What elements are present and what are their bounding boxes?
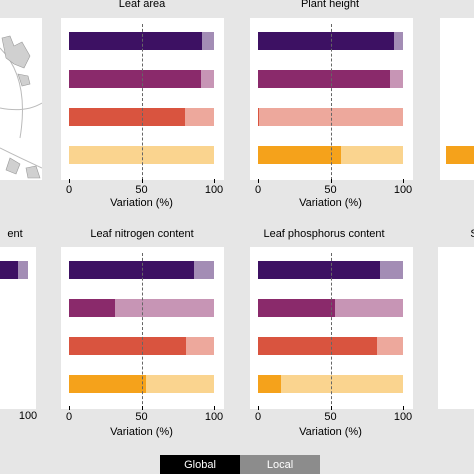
- bar-local-row1: [379, 261, 403, 279]
- bar-local-row4: [340, 146, 403, 164]
- reference-line-50: [330, 24, 332, 180]
- legend-global-label: Global: [184, 458, 216, 471]
- reference-line-50: [141, 24, 143, 180]
- bar-global-row1: [258, 261, 380, 279]
- tick-label: 100: [393, 411, 413, 423]
- tick-label: 50: [324, 184, 337, 196]
- tick-mark: [69, 406, 70, 410]
- tick-label: 100: [204, 184, 224, 196]
- bar-local-row2: [334, 299, 403, 317]
- chart-panel-partial-bottom-right: [438, 247, 474, 409]
- panel-title: Plant height: [300, 0, 360, 10]
- x-axis-label: Variation (%): [110, 197, 173, 209]
- bar-local-row1: [394, 32, 403, 50]
- tick-mark: [141, 406, 143, 410]
- bar-global-row4: [69, 375, 146, 393]
- x-axis-label: Variation (%): [299, 197, 362, 209]
- tick-mark: [258, 406, 259, 410]
- tick-label: 0: [254, 184, 262, 196]
- x-axis-label: Variation (%): [299, 426, 362, 438]
- panel-title: ent: [7, 228, 23, 240]
- bar-local-row2: [389, 70, 403, 88]
- bar-local-row2: [200, 70, 214, 88]
- x-axis-label: Variation (%): [110, 426, 173, 438]
- tick-label: 50: [324, 411, 337, 423]
- bar-global-row2: [69, 70, 201, 88]
- legend-local: Local: [240, 455, 320, 474]
- bar-global-row4: [258, 146, 341, 164]
- bar-global-row2: [258, 70, 390, 88]
- bar-global-row4: [258, 375, 282, 393]
- bar-global-row1: [69, 32, 203, 50]
- tick-label: 0: [65, 184, 73, 196]
- bar-local-row1: [202, 32, 214, 50]
- legend-local-label: Local: [266, 458, 294, 471]
- bar-local-row1: [17, 261, 28, 279]
- bar-local-row3: [185, 108, 214, 126]
- tick-mark: [330, 406, 332, 410]
- tick-label: 100: [18, 410, 38, 422]
- tick-label: 0: [65, 411, 73, 423]
- bar-global-row1: [69, 261, 194, 279]
- panel-title: Leaf phosphorus content: [263, 228, 385, 240]
- bar-global-row3: [258, 108, 260, 126]
- bar-global-row3: [69, 108, 185, 126]
- tick-mark: [69, 179, 70, 183]
- reference-line-50: [330, 253, 332, 409]
- bar-local-row2: [115, 299, 214, 317]
- bar-global-row2: [258, 299, 335, 317]
- tick-label: 50: [135, 184, 148, 196]
- tick-mark: [141, 179, 143, 183]
- bar-local-row3: [376, 337, 403, 355]
- tick-label: 50: [135, 411, 148, 423]
- bar-global-row2: [69, 299, 116, 317]
- tick-label: 100: [204, 411, 224, 423]
- bar-local-row1: [193, 261, 214, 279]
- legend-global: Global: [160, 455, 240, 474]
- tick-mark: [214, 179, 215, 183]
- bar-local-row4: [281, 375, 403, 393]
- bar-local-row4: [145, 375, 214, 393]
- tick-mark: [258, 179, 259, 183]
- bar-global-row1: [258, 32, 395, 50]
- bar-local-row3: [186, 337, 214, 355]
- bar-global-row4: [446, 146, 474, 164]
- panel-title: Leaf nitrogen content: [90, 228, 194, 240]
- tick-mark: [330, 179, 332, 183]
- tick-mark: [403, 406, 404, 410]
- tick-label: 0: [254, 411, 262, 423]
- map-panel: [0, 18, 43, 180]
- bar-global-row3: [69, 337, 187, 355]
- tick-label: 100: [393, 184, 413, 196]
- reference-line-50: [141, 253, 143, 409]
- tick-mark: [403, 179, 404, 183]
- bar-global-row1: [0, 261, 18, 279]
- panel-title: Leaf area: [118, 0, 166, 10]
- tick-mark: [214, 406, 215, 410]
- panel-title: S: [470, 228, 474, 240]
- globe-map-graphic: [0, 18, 43, 180]
- bar-global-row3: [258, 337, 377, 355]
